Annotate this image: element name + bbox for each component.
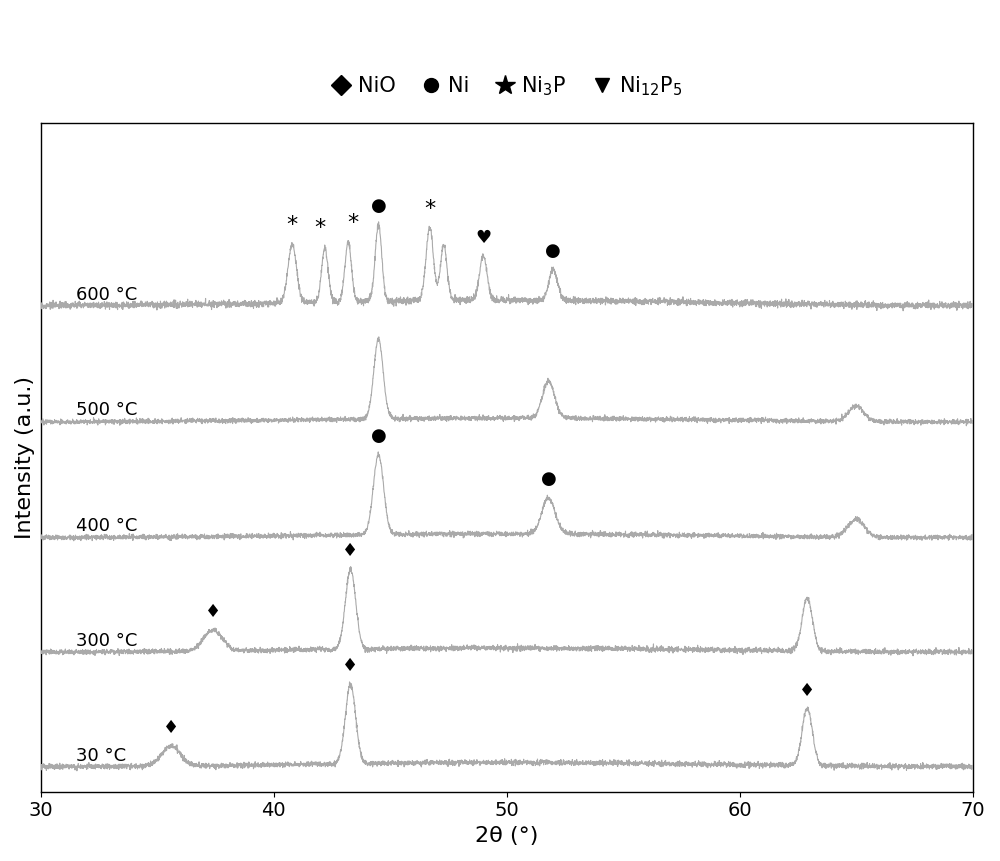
Text: 500 °C: 500 °C (76, 401, 137, 419)
Text: *: * (424, 199, 435, 219)
Text: *: * (287, 215, 298, 235)
Text: 30 °C: 30 °C (76, 746, 126, 765)
Text: *: * (347, 214, 358, 233)
Text: ♦: ♦ (342, 542, 359, 560)
Text: ♦: ♦ (342, 657, 359, 675)
Legend: NiO, Ni, Ni$_3$P, Ni$_{12}$P$_5$: NiO, Ni, Ni$_3$P, Ni$_{12}$P$_5$ (323, 66, 691, 106)
Text: 400 °C: 400 °C (76, 517, 137, 535)
Text: ●: ● (541, 470, 556, 488)
Text: ●: ● (371, 196, 386, 214)
Text: ●: ● (371, 426, 386, 444)
Text: ♦: ♦ (799, 682, 815, 700)
Text: *: * (315, 218, 326, 238)
X-axis label: 2θ (°): 2θ (°) (475, 826, 538, 846)
Text: 600 °C: 600 °C (76, 287, 137, 305)
Text: ♦: ♦ (163, 719, 179, 736)
Text: ♦: ♦ (205, 603, 221, 621)
Text: 300 °C: 300 °C (76, 631, 137, 649)
Text: ●: ● (545, 242, 561, 260)
Text: ♥: ♥ (475, 228, 491, 246)
Y-axis label: Intensity (a.u.): Intensity (a.u.) (15, 375, 35, 539)
